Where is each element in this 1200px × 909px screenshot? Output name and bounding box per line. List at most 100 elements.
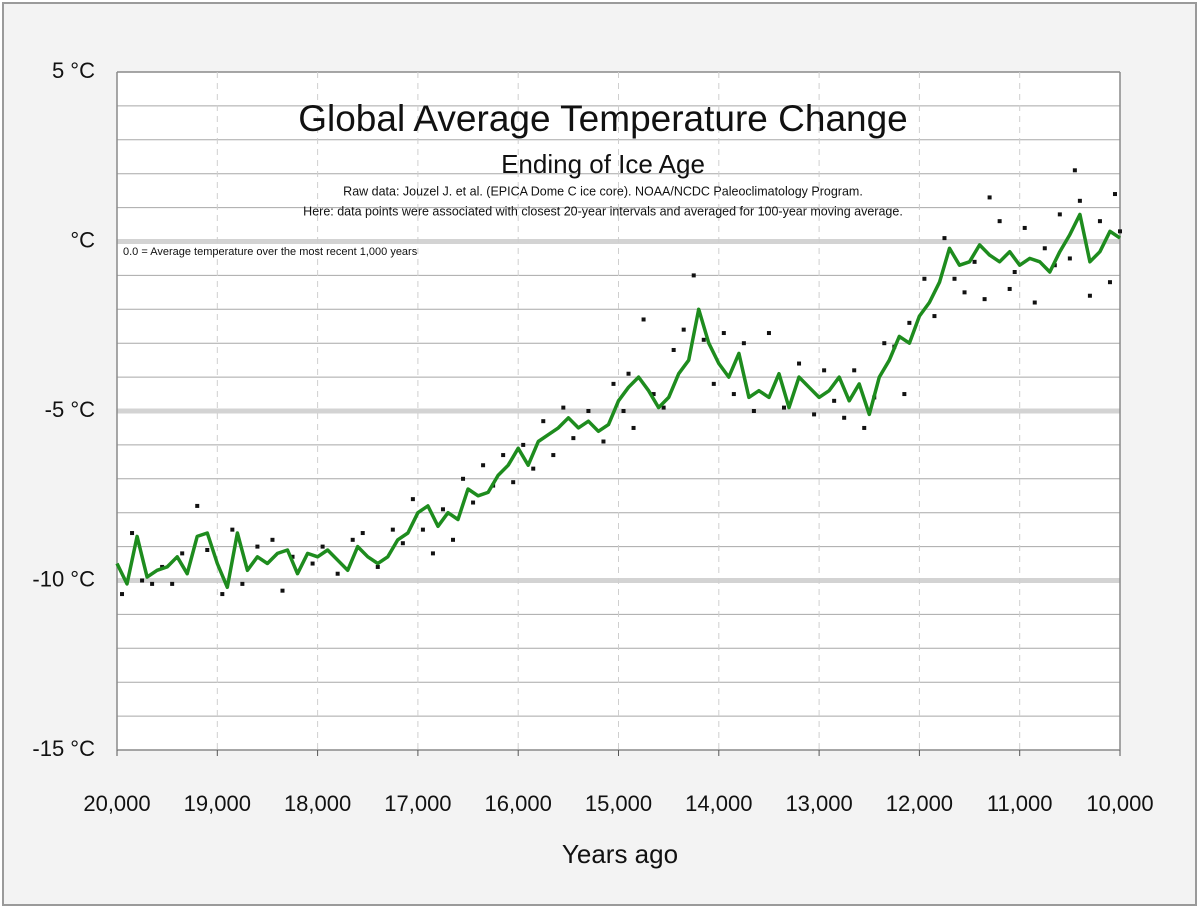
data-point bbox=[812, 412, 817, 417]
moving-average-line bbox=[115, 212, 1121, 590]
y-tick-label: 5 °C bbox=[52, 58, 95, 83]
grid bbox=[116, 71, 1121, 751]
data-point bbox=[626, 371, 631, 376]
data-point bbox=[882, 341, 887, 346]
data-point bbox=[220, 592, 225, 597]
data-point bbox=[430, 551, 435, 556]
y-tick-label: -10 °C bbox=[32, 566, 95, 591]
data-point bbox=[741, 341, 746, 346]
y-tick-label: -5 °C bbox=[45, 397, 95, 422]
x-tick-label: 20,000 bbox=[83, 791, 150, 816]
data-point bbox=[766, 331, 771, 336]
data-point bbox=[952, 276, 957, 281]
data-point bbox=[471, 500, 476, 505]
data-point bbox=[290, 554, 295, 559]
data-point bbox=[205, 547, 210, 552]
data-point bbox=[681, 327, 686, 332]
data-point bbox=[375, 564, 380, 569]
data-point bbox=[852, 368, 857, 373]
data-point bbox=[571, 436, 576, 441]
data-point bbox=[862, 425, 867, 430]
data-point bbox=[621, 409, 626, 413]
data-point bbox=[320, 544, 325, 549]
data-point bbox=[972, 259, 977, 264]
data-point bbox=[987, 195, 992, 200]
data-point bbox=[586, 409, 591, 413]
data-point bbox=[541, 419, 546, 424]
data-point bbox=[902, 392, 907, 397]
data-point bbox=[601, 439, 606, 444]
x-tick-label: 16,000 bbox=[485, 791, 552, 816]
data-point bbox=[1032, 300, 1037, 305]
data-point bbox=[451, 537, 456, 542]
data-point bbox=[230, 527, 235, 532]
x-tick-label: 19,000 bbox=[184, 791, 251, 816]
data-point bbox=[922, 276, 927, 281]
data-point bbox=[481, 463, 486, 468]
data-point bbox=[350, 537, 355, 542]
data-point bbox=[1087, 293, 1092, 298]
data-point bbox=[521, 442, 526, 447]
data-point bbox=[270, 537, 275, 542]
y-tick-label: °C bbox=[70, 227, 95, 252]
data-point bbox=[1022, 225, 1027, 230]
data-point bbox=[531, 466, 536, 471]
data-point bbox=[962, 290, 967, 295]
data-point bbox=[731, 392, 736, 397]
data-point bbox=[932, 314, 937, 319]
data-point bbox=[511, 480, 516, 485]
x-tick-label: 14,000 bbox=[685, 791, 752, 816]
data-point bbox=[997, 219, 1002, 224]
data-point bbox=[1072, 168, 1077, 173]
data-point bbox=[420, 527, 425, 532]
x-tick-label: 11,000 bbox=[987, 791, 1053, 816]
data-point bbox=[691, 273, 696, 278]
data-point bbox=[140, 578, 145, 583]
data-point bbox=[982, 297, 987, 302]
data-point bbox=[440, 507, 445, 512]
data-point bbox=[671, 347, 676, 352]
x-tick-label: 15,000 bbox=[585, 791, 652, 816]
data-point bbox=[711, 381, 716, 386]
data-point bbox=[611, 381, 616, 386]
data-point bbox=[661, 405, 666, 410]
data-point bbox=[360, 531, 365, 536]
source-line: Here: data points were associated with c… bbox=[303, 204, 903, 218]
marks bbox=[115, 168, 1122, 597]
data-point bbox=[255, 544, 260, 549]
annotation: 0.0 = Average temperature over the most … bbox=[123, 246, 418, 258]
data-point bbox=[1012, 270, 1017, 275]
chart-title: Global Average Temperature Change bbox=[298, 98, 908, 139]
data-point bbox=[1042, 246, 1047, 251]
data-point bbox=[551, 453, 556, 458]
x-tick-label: 17,000 bbox=[384, 791, 451, 816]
data-point bbox=[651, 392, 656, 397]
x-tick-label: 13,000 bbox=[785, 791, 852, 816]
data-point bbox=[1097, 219, 1102, 224]
data-point bbox=[170, 581, 175, 586]
data-point bbox=[280, 588, 285, 593]
data-point bbox=[335, 571, 340, 576]
data-point bbox=[240, 581, 245, 586]
data-point bbox=[410, 497, 415, 502]
data-point bbox=[832, 398, 837, 403]
data-point bbox=[631, 425, 636, 430]
x-tick-label: 10,000 bbox=[1086, 791, 1153, 816]
data-point bbox=[1107, 280, 1112, 285]
data-point bbox=[120, 592, 125, 597]
source-line: Raw data: Jouzel J. et al. (EPICA Dome C… bbox=[343, 184, 863, 198]
data-point bbox=[721, 331, 726, 336]
data-point bbox=[180, 551, 185, 556]
x-tick-label: 18,000 bbox=[284, 791, 351, 816]
data-point bbox=[1077, 198, 1082, 203]
x-axis-label: Years ago bbox=[562, 839, 678, 869]
data-point bbox=[942, 236, 947, 241]
data-point bbox=[310, 561, 315, 566]
data-point bbox=[150, 581, 155, 586]
data-point bbox=[751, 409, 756, 413]
data-point bbox=[1118, 229, 1122, 234]
data-point bbox=[390, 527, 395, 532]
data-point bbox=[781, 405, 786, 410]
data-point bbox=[797, 361, 802, 366]
